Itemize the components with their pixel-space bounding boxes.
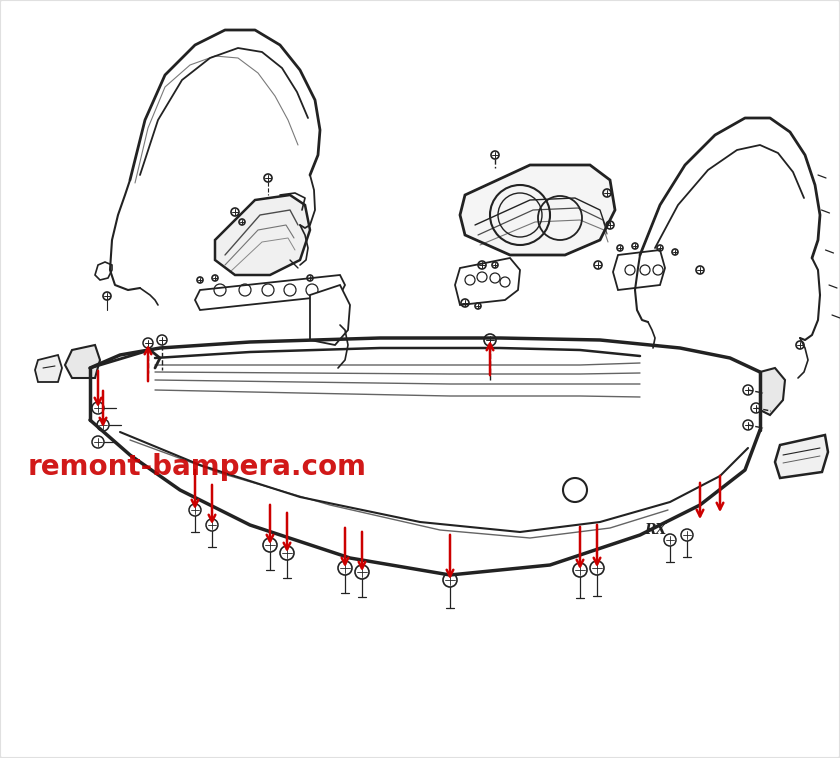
Polygon shape: [460, 165, 615, 255]
Polygon shape: [95, 262, 112, 280]
Polygon shape: [455, 258, 520, 305]
Polygon shape: [613, 250, 665, 290]
Polygon shape: [35, 355, 62, 382]
Polygon shape: [775, 435, 828, 478]
Polygon shape: [310, 285, 350, 345]
Text: remont-bampera.com: remont-bampera.com: [28, 453, 367, 481]
Polygon shape: [760, 368, 785, 415]
Text: RX: RX: [644, 523, 666, 537]
Polygon shape: [215, 195, 310, 275]
Polygon shape: [65, 345, 100, 378]
Polygon shape: [195, 275, 345, 310]
